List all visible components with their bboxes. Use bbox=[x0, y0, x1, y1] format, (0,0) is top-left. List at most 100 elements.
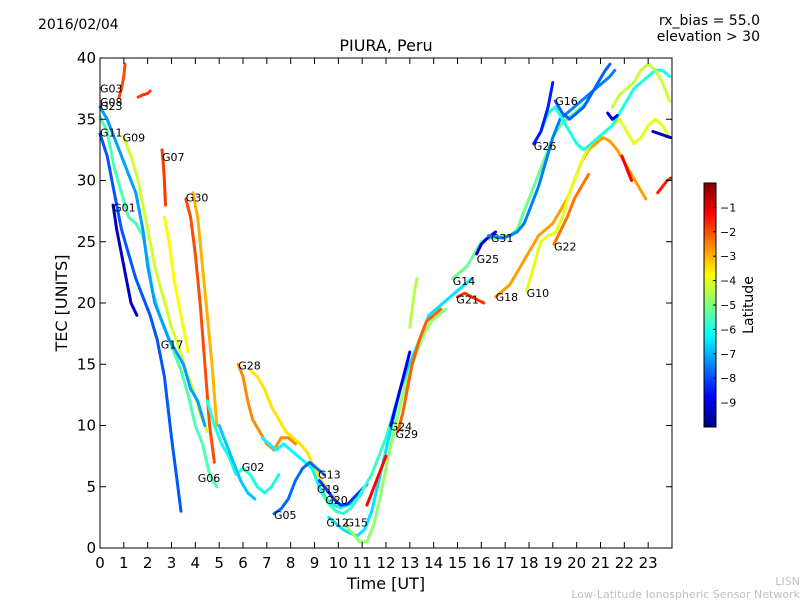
y-tick-label: 5 bbox=[86, 478, 96, 496]
series-line-37 bbox=[651, 130, 673, 140]
series-line-2 bbox=[98, 105, 207, 427]
series-line-10 bbox=[162, 215, 190, 354]
satellite-label-g05: G05 bbox=[274, 509, 297, 522]
info-block: rx_bias = 55.0 elevation > 30 bbox=[657, 13, 760, 45]
series-line-9 bbox=[191, 191, 219, 427]
series-line-33 bbox=[532, 81, 555, 146]
x-axis-label: Time [UT] bbox=[346, 574, 425, 593]
series-line-35 bbox=[610, 62, 672, 109]
satellite-label-g25: G25 bbox=[477, 253, 500, 266]
series-line-14 bbox=[248, 368, 338, 501]
satellite-label-g21: G21 bbox=[456, 293, 479, 306]
x-tick-label: 0 bbox=[95, 554, 105, 572]
series-line-7 bbox=[160, 148, 167, 207]
credit-block: LISN Low-Latitude Ionospheric Sensor Net… bbox=[571, 575, 800, 601]
satellite-label-g31: G31 bbox=[491, 232, 514, 245]
series-line-13 bbox=[236, 362, 297, 452]
satellite-label-g13: G13 bbox=[318, 469, 341, 482]
series-line-15 bbox=[260, 436, 364, 510]
colorbar-label: Latitude bbox=[741, 276, 757, 334]
x-tick-label: 3 bbox=[167, 554, 177, 572]
colorbar-tick-label: −7 bbox=[720, 348, 736, 361]
series-line-30 bbox=[552, 172, 591, 246]
satellite-label-g08: G08 bbox=[100, 96, 123, 109]
satellite-label-g26: G26 bbox=[534, 140, 557, 153]
x-axis: 0 1 2 3 4 5 6 7 8 9 10 11 12 13 14 15 16 17 18 19 20 21 22 23 bbox=[95, 58, 658, 572]
satellite-label-g17: G17 bbox=[161, 339, 184, 352]
series-line-22 bbox=[389, 350, 412, 427]
series-line-32 bbox=[532, 68, 672, 152]
credit-line-1: LISN bbox=[775, 575, 800, 588]
x-tick-label: 14 bbox=[424, 554, 443, 572]
satellite-label-g30: G30 bbox=[186, 192, 209, 205]
satellite-label-g19: G19 bbox=[317, 483, 340, 496]
colorbar-tick-label: −9 bbox=[720, 397, 736, 410]
series-line-34 bbox=[553, 62, 612, 121]
x-tick-label: 11 bbox=[353, 554, 372, 572]
series-line-1 bbox=[122, 136, 209, 434]
satellite-label-g12: G12 bbox=[326, 516, 349, 529]
satellite-label-g03: G03 bbox=[100, 83, 123, 96]
x-tick-label: 23 bbox=[639, 554, 658, 572]
x-tick-label: 5 bbox=[214, 554, 224, 572]
rx-bias-label: rx_bias = 55.0 bbox=[658, 13, 760, 29]
colorbar-tick-label: −4 bbox=[720, 275, 736, 288]
satellite-label-g22: G22 bbox=[554, 241, 577, 254]
x-tick-label: 2 bbox=[143, 554, 153, 572]
colorbar-tick-label: −1 bbox=[720, 201, 736, 214]
colorbar-ticks: −1 −2 −3 −4 −5 −6 −7 −8 −9 bbox=[713, 201, 736, 410]
x-tick-label: 17 bbox=[496, 554, 515, 572]
satellite-label-g07: G07 bbox=[162, 151, 185, 164]
series-line-25 bbox=[451, 99, 591, 280]
series-line-28 bbox=[456, 291, 486, 305]
x-tick-label: 10 bbox=[329, 554, 348, 572]
series-line-24 bbox=[408, 277, 419, 329]
satellite-label-g20: G20 bbox=[325, 494, 348, 507]
series-line-23 bbox=[396, 307, 443, 434]
series-line-20 bbox=[344, 307, 448, 544]
satellite-label-g09: G09 bbox=[123, 132, 146, 145]
chart-title: PIURA, Peru bbox=[339, 36, 433, 55]
x-tick-label: 15 bbox=[448, 554, 467, 572]
y-tick-label: 30 bbox=[77, 172, 96, 190]
colorbar-tick-label: −8 bbox=[720, 372, 736, 385]
x-tick-label: 9 bbox=[310, 554, 320, 572]
series-line-38 bbox=[656, 176, 673, 195]
series-layer bbox=[98, 62, 673, 544]
series-line-26 bbox=[475, 230, 498, 256]
satellite-label-g23: G23 bbox=[100, 100, 123, 113]
satellite-label-g24: G24 bbox=[390, 421, 413, 434]
colorbar-tick-label: −6 bbox=[720, 323, 736, 336]
x-tick-label: 18 bbox=[519, 554, 538, 572]
series-line-5 bbox=[117, 62, 127, 99]
colorbar-tick-label: −5 bbox=[720, 299, 736, 312]
satellite-label-g11: G11 bbox=[100, 127, 123, 140]
y-tick-label: 35 bbox=[77, 110, 96, 128]
credit-line-2: Low-Latitude Ionospheric Sensor Network bbox=[571, 588, 800, 601]
y-tick-label: 15 bbox=[77, 355, 96, 373]
x-tick-label: 20 bbox=[567, 554, 586, 572]
series-line-6 bbox=[136, 89, 152, 99]
x-tick-label: 8 bbox=[286, 554, 296, 572]
y-tick-label: 10 bbox=[77, 417, 96, 435]
x-tick-label: 22 bbox=[615, 554, 634, 572]
y-tick-label: 40 bbox=[77, 49, 96, 67]
satellite-label-g29: G29 bbox=[396, 428, 419, 441]
satellite-label-g16: G16 bbox=[555, 95, 578, 108]
series-line-8 bbox=[184, 197, 216, 464]
series-line-39 bbox=[620, 154, 633, 182]
series-line-4 bbox=[111, 203, 139, 317]
satellite-label-g15: G15 bbox=[346, 516, 369, 529]
satellite-label-g06: G06 bbox=[198, 472, 221, 485]
series-line-12 bbox=[217, 424, 257, 501]
satellite-label-g14: G14 bbox=[453, 275, 476, 288]
colorbar-tick-label: −3 bbox=[720, 250, 736, 263]
satellite-label-g28: G28 bbox=[238, 360, 261, 373]
y-axis-label: TEC [UNITS] bbox=[52, 255, 71, 353]
series-line-21 bbox=[365, 454, 388, 507]
colorbar-tick-label: −2 bbox=[720, 226, 736, 239]
y-tick-label: 20 bbox=[77, 294, 96, 312]
y-tick-label: 25 bbox=[77, 233, 96, 251]
x-tick-label: 1 bbox=[119, 554, 129, 572]
